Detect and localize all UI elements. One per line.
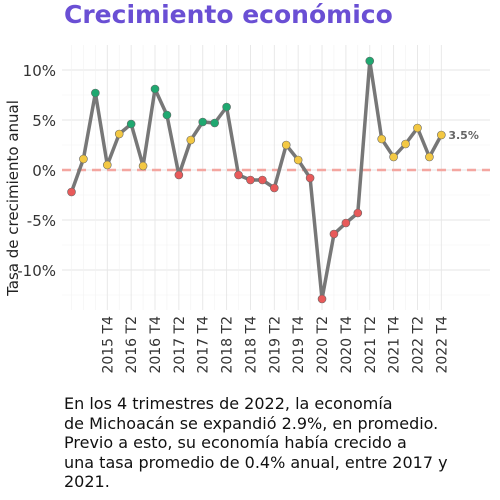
x-tick-label: 2017 T4 (196, 316, 212, 374)
x-tick-label: 2016 T4 (148, 316, 164, 374)
data-point (67, 187, 76, 197)
y-axis-label: Tasa de crecimiento anual (4, 100, 22, 297)
caption-line: una tasa promedio de 0.4% anual, entre 2… (64, 452, 448, 472)
x-tick-label: 2022 T4 (434, 316, 450, 374)
caption-line: En los 4 trimestres de 2022, la economía (64, 394, 393, 413)
data-point (102, 160, 112, 170)
y-tick-label: 0% (32, 162, 56, 180)
data-point (222, 102, 231, 112)
caption-line: Previo a esto, su economía había crecido… (64, 433, 407, 452)
data-point (162, 110, 172, 120)
y-tick-label: -5% (27, 212, 56, 230)
data-point (365, 56, 375, 66)
series-line (69, 59, 443, 301)
x-tick-label: 2020 T4 (339, 316, 355, 374)
data-point (353, 208, 363, 218)
y-tick-label: -10% (17, 262, 56, 280)
caption: En los 4 trimestres de 2022, la economía… (64, 394, 494, 492)
data-point (437, 130, 446, 140)
x-tick-label: 2019 T2 (267, 316, 283, 374)
x-tick-label: 2021 T4 (387, 316, 403, 374)
data-point (413, 123, 422, 133)
x-tick-label: 2015 T4 (100, 316, 116, 374)
x-tick-label: 2018 T4 (243, 316, 259, 374)
data-point (246, 175, 255, 185)
series-line-group (69, 59, 443, 301)
data-point (317, 294, 327, 304)
data-point (270, 183, 279, 193)
data-point (114, 129, 124, 139)
data-point (198, 117, 208, 127)
x-tick-label: 2019 T4 (291, 316, 307, 374)
last-value-label: 3.5% (448, 129, 479, 142)
chart-svg: 10% 5% 0% -5% -10% 2015 T4 2016 T2 2016 T4 2017… (4, 45, 490, 374)
y-tick-label: 5% (32, 112, 56, 130)
data-point (79, 154, 88, 164)
data-point (377, 134, 386, 144)
x-tick-label: 2018 T2 (220, 316, 236, 374)
data-point (401, 139, 410, 149)
data-point (210, 118, 219, 128)
data-point (174, 170, 184, 180)
x-tick-label: 2022 T2 (410, 316, 426, 374)
data-point (293, 155, 303, 165)
x-axis-ticks: 2015 T4 2016 T2 2016 T4 2017 T2 2017 T4 2018 … (100, 316, 450, 374)
data-point (281, 140, 291, 150)
y-tick-label: 10% (23, 62, 56, 80)
data-points (67, 56, 446, 304)
x-tick-label: 2020 T2 (315, 316, 331, 374)
data-point (329, 229, 339, 239)
y-axis-ticks: 10% 5% 0% -5% -10% (17, 62, 56, 280)
data-point (138, 161, 148, 171)
data-point (126, 119, 136, 129)
x-tick-label: 2021 T2 (363, 316, 379, 374)
data-point (91, 88, 100, 98)
x-tick-label: 2017 T2 (172, 316, 188, 374)
data-point (150, 84, 160, 94)
data-point (389, 152, 398, 162)
grid (62, 45, 490, 310)
data-point (305, 173, 315, 183)
caption-line: 2021. (64, 472, 110, 491)
data-point (186, 135, 196, 145)
chart-title: Crecimiento económico (64, 0, 393, 29)
data-point (258, 175, 267, 185)
data-point (341, 218, 351, 228)
data-point (425, 152, 434, 162)
data-point (234, 170, 243, 180)
caption-line: de Michoacán se expandió 2.9%, en promed… (64, 413, 439, 433)
x-tick-label: 2016 T2 (124, 316, 140, 374)
